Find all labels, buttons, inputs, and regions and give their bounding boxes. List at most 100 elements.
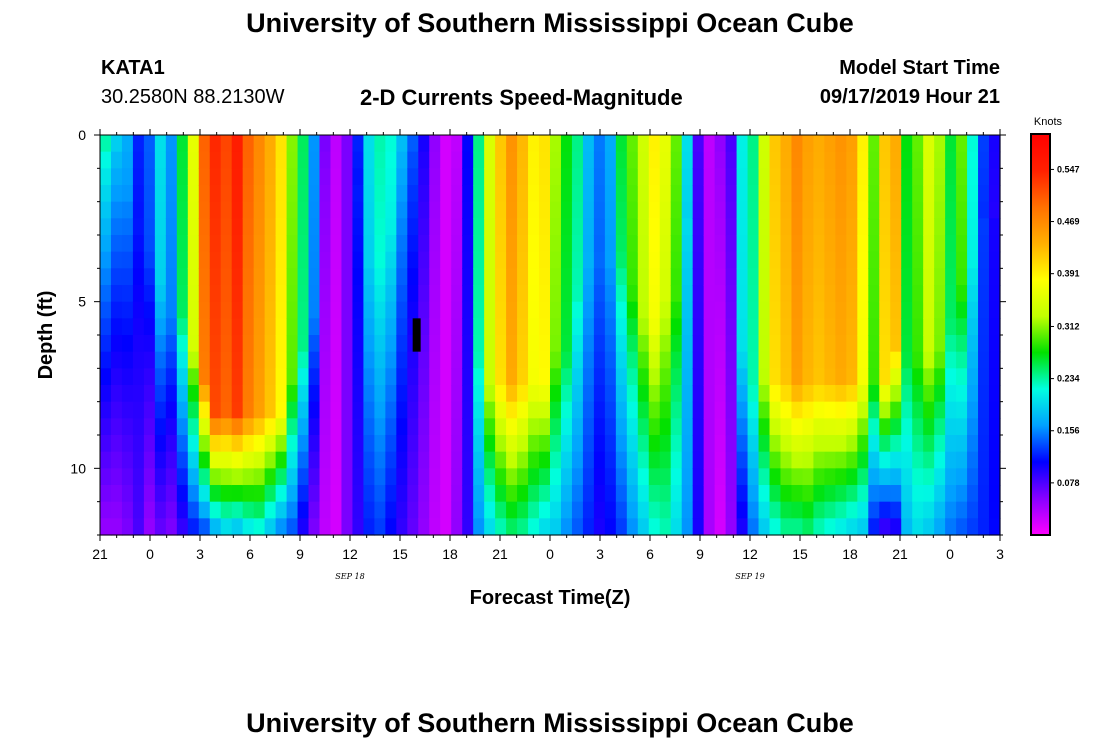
x-tick-label: 3	[596, 546, 604, 562]
heatmap-cell	[341, 418, 354, 436]
heatmap-cell	[868, 335, 880, 353]
heatmap-cell	[846, 368, 858, 386]
heatmap-cell	[231, 285, 244, 303]
heatmap-cell	[517, 185, 529, 203]
heatmap-cell	[802, 501, 815, 519]
heatmap-cell	[275, 251, 288, 269]
heatmap-cell	[956, 201, 968, 219]
heatmap-cell	[176, 468, 189, 486]
heatmap-cell	[747, 251, 760, 269]
heatmap-cell	[703, 135, 716, 153]
heatmap-cell	[890, 335, 902, 353]
heatmap-cell	[187, 151, 200, 169]
heatmap-cell	[769, 268, 782, 286]
heatmap-cell	[286, 168, 299, 186]
heatmap-cell	[495, 485, 507, 503]
heatmap-cell	[451, 435, 463, 453]
heatmap-cell	[736, 318, 749, 336]
heatmap-cell	[198, 268, 211, 286]
heatmap-cell	[802, 435, 815, 453]
heatmap-cell	[396, 418, 408, 436]
heatmap-cell	[341, 318, 354, 336]
heatmap-cell	[539, 451, 551, 469]
heatmap-cell	[165, 368, 178, 386]
heatmap-cell	[352, 285, 365, 303]
heatmap-cell	[945, 285, 957, 303]
heatmap-cell	[615, 218, 628, 236]
heatmap-cell	[484, 385, 496, 403]
heatmap-cell	[187, 501, 200, 519]
heatmap-cell	[978, 268, 990, 286]
heatmap-cell	[451, 268, 463, 286]
heatmap-cell	[550, 185, 562, 203]
heatmap-cell	[868, 485, 880, 503]
heatmap-cell	[703, 285, 716, 303]
heatmap-cell	[473, 185, 485, 203]
heatmap-cell	[308, 235, 321, 253]
heatmap-cell	[681, 518, 694, 536]
heatmap-cell	[165, 468, 178, 486]
heatmap-cell	[363, 185, 375, 203]
heatmap-cell	[681, 135, 694, 153]
heatmap-cell	[978, 301, 990, 319]
heatmap-cell	[604, 268, 617, 286]
heatmap-cell	[242, 151, 255, 169]
heatmap-cell	[264, 268, 277, 286]
heatmap-cell	[550, 201, 562, 219]
heatmap-cell	[110, 451, 123, 469]
heatmap-cell	[121, 185, 134, 203]
heatmap-cell	[517, 151, 529, 169]
heatmap-cell	[143, 351, 156, 369]
heatmap-cell	[363, 418, 375, 436]
heatmap-cell	[923, 151, 935, 169]
heatmap-cell	[440, 335, 452, 353]
heatmap-cell	[429, 485, 441, 503]
heatmap-cell	[231, 218, 244, 236]
heatmap-cell	[253, 168, 266, 186]
heatmap-cell	[539, 218, 551, 236]
heatmap-cell	[692, 135, 705, 153]
heatmap-cell	[769, 351, 782, 369]
heatmap-cell	[615, 268, 628, 286]
heatmap-cell	[868, 268, 880, 286]
heatmap-cell	[692, 185, 705, 203]
heatmap-cell	[736, 418, 749, 436]
heatmap-cell	[286, 218, 299, 236]
heatmap-cell	[780, 318, 793, 336]
heatmap-cell	[824, 451, 836, 469]
heatmap-cell	[571, 501, 584, 519]
heatmap-cell	[473, 151, 485, 169]
heatmap-cell	[297, 385, 310, 403]
heatmap-cell	[352, 451, 365, 469]
heatmap-cell	[242, 218, 255, 236]
heatmap-cell	[286, 185, 299, 203]
heatmap-cell	[659, 451, 672, 469]
heatmap-cell	[780, 385, 793, 403]
heatmap-cell	[934, 435, 946, 453]
heatmap-cell	[670, 201, 683, 219]
heatmap-cell	[528, 301, 540, 319]
heatmap-cell	[560, 201, 573, 219]
heatmap-cell	[681, 151, 694, 169]
heatmap-cell	[143, 168, 156, 186]
heatmap-cell	[813, 451, 825, 469]
heatmap-cell	[956, 518, 968, 536]
heatmap-cell	[945, 135, 957, 153]
heatmap-cell	[802, 451, 815, 469]
heatmap-cell	[187, 235, 200, 253]
heatmap-cell	[462, 468, 474, 486]
heatmap-cell	[824, 135, 836, 153]
heatmap-cell	[956, 151, 968, 169]
heatmap-cell	[824, 468, 836, 486]
heatmap-cell	[132, 385, 145, 403]
heatmap-cell	[242, 185, 255, 203]
heatmap-cell	[286, 301, 299, 319]
heatmap-cell	[528, 435, 540, 453]
heatmap-cell	[506, 418, 518, 436]
heatmap-cell	[956, 251, 968, 269]
heatmap-cell	[385, 385, 397, 403]
heatmap-cell	[780, 168, 793, 186]
heatmap-cell	[165, 151, 178, 169]
heatmap-cell	[901, 351, 913, 369]
heatmap-cell	[593, 468, 606, 486]
